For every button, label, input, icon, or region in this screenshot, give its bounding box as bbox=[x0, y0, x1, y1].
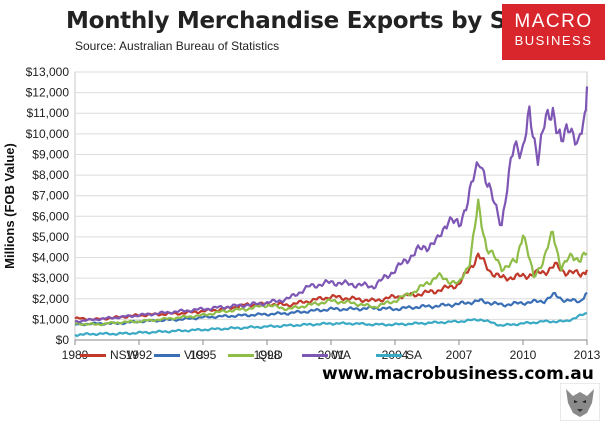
x-tick-label: 2010 bbox=[510, 348, 537, 362]
x-tick-label: 1998 bbox=[254, 348, 281, 362]
legend-swatch bbox=[376, 354, 402, 358]
legend-item-qld: QLD bbox=[228, 348, 283, 362]
y-tick-label: $6,000 bbox=[32, 209, 69, 223]
legend-label: SA bbox=[406, 348, 423, 362]
series-line-sa bbox=[74, 312, 588, 338]
logo-line-1: MACRO bbox=[514, 11, 593, 32]
wolf-logo-icon bbox=[560, 383, 600, 421]
legend-item-nsw: NSW bbox=[80, 348, 138, 362]
x-tick-label: 2001 bbox=[318, 348, 345, 362]
legend-label: VIC bbox=[184, 348, 205, 362]
y-tick-label: $0 bbox=[56, 333, 70, 347]
page-title: Monthly Merchandise Exports by State bbox=[66, 8, 558, 34]
y-tick-label: $1,000 bbox=[32, 312, 69, 326]
y-tick-label: $9,000 bbox=[32, 147, 69, 161]
x-tick-label: 1995 bbox=[190, 348, 217, 362]
series-line-qld bbox=[74, 198, 588, 327]
legend-swatch bbox=[80, 354, 106, 358]
chart-source: Source: Australian Bureau of Statistics bbox=[75, 39, 280, 53]
logo-line-2: BUSINESS bbox=[514, 33, 593, 48]
y-axis-label: Millions (FOB Value) bbox=[2, 143, 17, 269]
x-tick-label: 2013 bbox=[574, 348, 601, 362]
legend-swatch bbox=[154, 354, 180, 358]
y-tick-label: $11,000 bbox=[27, 106, 70, 120]
x-tick-label: 2007 bbox=[446, 348, 473, 362]
y-tick-label: $4,000 bbox=[32, 251, 69, 265]
plot-area bbox=[74, 71, 588, 341]
y-tick-label: $13,000 bbox=[26, 65, 70, 79]
legend-swatch bbox=[302, 354, 328, 358]
macrobusiness-logo: MACRO BUSINESS bbox=[502, 4, 605, 60]
legend-swatch bbox=[228, 354, 254, 358]
legend-label: NSW bbox=[110, 348, 138, 362]
legend-item-vic: VIC bbox=[154, 348, 204, 362]
legend-item-wa: WA bbox=[302, 348, 351, 362]
y-tick-label: $2,000 bbox=[32, 292, 69, 306]
y-tick-label: $7,000 bbox=[32, 189, 69, 203]
y-tick-label: $5,000 bbox=[32, 230, 69, 244]
series-line-nsw bbox=[74, 252, 589, 321]
legend-label: WA bbox=[332, 348, 351, 362]
series-line-wa bbox=[74, 86, 589, 324]
y-tick-label: $12,000 bbox=[26, 86, 70, 100]
x-tick-label: 1989 bbox=[62, 348, 89, 362]
legend-item-sa: SA bbox=[376, 348, 422, 362]
website-url: www.macrobusiness.com.au bbox=[322, 364, 594, 384]
x-tick-label: 1992 bbox=[126, 348, 153, 362]
y-tick-label: $10,000 bbox=[26, 127, 70, 141]
legend-label: QLD bbox=[258, 348, 283, 362]
y-tick-label: $8,000 bbox=[32, 168, 69, 182]
y-tick-label: $3,000 bbox=[32, 271, 69, 285]
